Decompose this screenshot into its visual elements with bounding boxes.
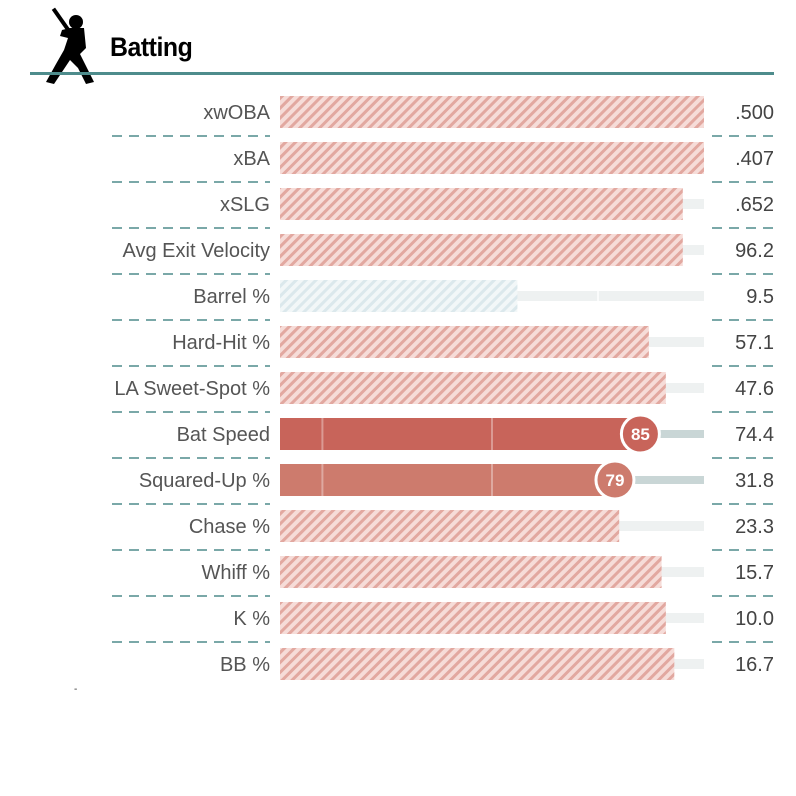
chart-row: 85 Bat Speed 74.4 bbox=[112, 413, 774, 459]
chart-row: Hard-Hit % 57.1 bbox=[112, 326, 774, 367]
footnote: - bbox=[74, 684, 78, 695]
chart-row: BB % 16.7 bbox=[220, 648, 774, 680]
percentile-badge-label: 79 bbox=[605, 471, 624, 490]
bar bbox=[280, 556, 662, 588]
bar bbox=[280, 96, 704, 128]
row-label: xwOBA bbox=[203, 102, 270, 124]
chart-row: Barrel % 9.5 bbox=[112, 280, 774, 321]
bar bbox=[280, 188, 683, 220]
bar-gridline bbox=[491, 418, 493, 450]
row-value: 47.6 bbox=[735, 378, 774, 400]
row-value: 31.8 bbox=[735, 470, 774, 492]
row-value: 15.7 bbox=[735, 562, 774, 584]
row-label: xBA bbox=[233, 148, 270, 170]
row-label: Hard-Hit % bbox=[172, 332, 270, 354]
row-value: 96.2 bbox=[735, 240, 774, 262]
chart-row: Chase % 23.3 bbox=[112, 510, 774, 551]
row-label: Bat Speed bbox=[177, 424, 270, 446]
batter-silhouette-icon bbox=[46, 7, 94, 84]
row-value: .652 bbox=[735, 194, 774, 216]
bar bbox=[280, 418, 641, 450]
row-label: Barrel % bbox=[193, 286, 270, 308]
chart-row: Avg Exit Velocity 96.2 bbox=[112, 234, 774, 275]
track-gridline bbox=[597, 291, 599, 301]
bar bbox=[280, 326, 649, 358]
bar bbox=[280, 648, 675, 680]
row-value: 57.1 bbox=[735, 332, 774, 354]
chart-row: LA Sweet-Spot % 47.6 bbox=[112, 372, 774, 413]
chart-row: K % 10.0 bbox=[112, 602, 774, 643]
bar bbox=[280, 372, 666, 404]
chart-row: xSLG .652 bbox=[112, 188, 774, 229]
bar bbox=[280, 602, 666, 634]
row-value: .407 bbox=[735, 148, 774, 170]
bar bbox=[280, 280, 518, 312]
row-label: LA Sweet-Spot % bbox=[114, 378, 270, 400]
row-value: 23.3 bbox=[735, 516, 774, 538]
bar bbox=[280, 464, 615, 496]
percentile-badge bbox=[619, 413, 661, 455]
row-label: K % bbox=[233, 608, 270, 630]
chart-title: Batting bbox=[110, 32, 193, 62]
bar-gridline bbox=[321, 418, 324, 450]
chart-row: 79 Squared-Up % 31.8 bbox=[112, 459, 774, 505]
row-label: Avg Exit Velocity bbox=[123, 240, 270, 262]
chart-row: xBA .407 bbox=[112, 142, 774, 183]
percentile-badge bbox=[594, 459, 636, 501]
row-value: .500 bbox=[735, 102, 774, 124]
row-label: BB % bbox=[220, 654, 270, 676]
bar bbox=[280, 234, 683, 266]
row-label: Chase % bbox=[189, 516, 270, 538]
row-label: Squared-Up % bbox=[139, 470, 270, 492]
chart-row: Whiff % 15.7 bbox=[112, 556, 774, 597]
header: Batting bbox=[0, 0, 796, 84]
row-value: 10.0 bbox=[735, 608, 774, 630]
chart-rows: xwOBA .500 xBA .407 xSLG .652 Avg Exit Velocit… bbox=[112, 96, 774, 680]
row-value: 16.7 bbox=[735, 654, 774, 676]
row-label: Whiff % bbox=[201, 562, 270, 584]
bar bbox=[280, 510, 620, 542]
bar-gridline bbox=[321, 464, 324, 496]
row-value: 74.4 bbox=[735, 424, 774, 446]
percentile-badge-label: 85 bbox=[631, 425, 650, 444]
chart-row: xwOBA .500 bbox=[112, 96, 774, 137]
row-value: 9.5 bbox=[746, 286, 774, 308]
row-label: xSLG bbox=[220, 194, 270, 216]
bar bbox=[280, 142, 704, 174]
title-divider bbox=[30, 72, 774, 75]
bar-gridline bbox=[491, 464, 493, 496]
